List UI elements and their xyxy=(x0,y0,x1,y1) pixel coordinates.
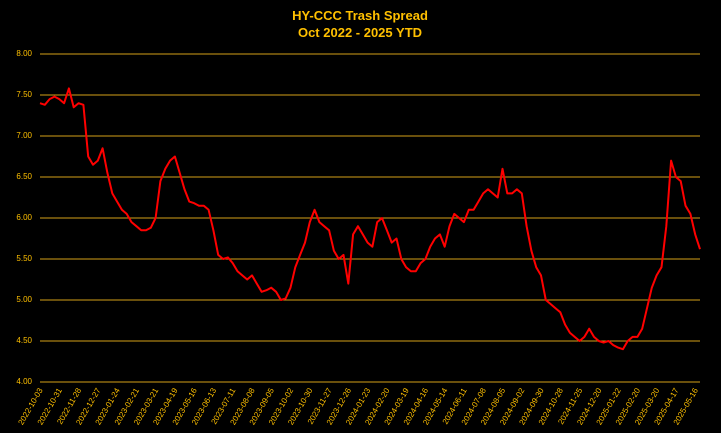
y-tick-label: 4.00 xyxy=(16,377,32,386)
y-tick-label: 7.00 xyxy=(16,131,32,140)
y-tick-label: 5.00 xyxy=(16,295,32,304)
y-tick-label: 8.00 xyxy=(16,49,32,58)
series-line xyxy=(39,87,701,351)
y-tick-label: 6.00 xyxy=(16,213,32,222)
chart-title: HY-CCC Trash Spread xyxy=(292,8,428,23)
y-tick-label: 6.50 xyxy=(16,172,32,181)
y-tick-label: 7.50 xyxy=(16,90,32,99)
y-tick-label: 4.50 xyxy=(16,336,32,345)
chart-subtitle: Oct 2022 - 2025 YTD xyxy=(298,25,422,40)
y-tick-label: 5.50 xyxy=(16,254,32,263)
